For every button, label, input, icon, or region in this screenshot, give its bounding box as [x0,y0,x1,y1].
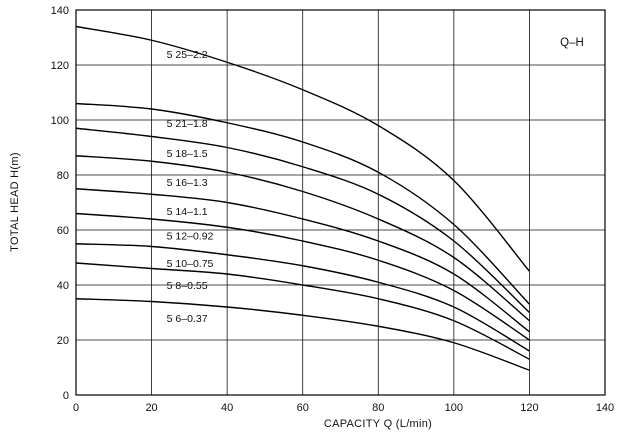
series-label: 5 14–1.1 [167,206,208,218]
series-line [75,188,530,333]
grid [76,10,605,395]
x-tick-label: 100 [445,402,463,414]
series-label: 5 10–0.75 [167,258,214,270]
series-label: 5 18–1.5 [167,148,208,160]
x-axis-title: CAPACITY Q (L/min) [324,418,432,430]
series-line [75,102,530,305]
y-tick-label: 0 [63,390,69,402]
y-tick-label: 140 [51,5,69,17]
y-tick-labels: 0 20 40 60 80 100 120 140 [51,5,69,402]
series-line [75,25,530,272]
series-line [75,243,530,352]
x-tick-label: 20 [145,402,157,414]
x-tick-label: 80 [372,402,384,414]
x-tick-label: 120 [520,402,538,414]
x-tick-label: 40 [221,402,233,414]
x-tick-label: 60 [297,402,309,414]
plot-frame [75,9,606,396]
series-line [75,127,530,314]
x-tick-labels: 0 20 40 60 80 100 120 140 [73,402,614,414]
curve-labels: 5 25–2.2 5 21–1.8 5 18–1.5 5 16–1.3 5 14–1.1… [167,49,214,325]
y-tick-label: 80 [57,170,69,182]
y-axis-title: TOTAL HEAD H(m) [9,152,21,252]
series-line [75,155,530,322]
corner-label: Q–H [560,37,584,49]
series-label: 5 6–0.37 [167,313,208,325]
x-tick-label: 0 [73,402,79,414]
curves [75,25,530,371]
series-label: 5 12–0.92 [167,231,214,243]
y-tick-label: 20 [57,335,69,347]
series-label: 5 21–1.8 [167,118,208,130]
series-label: 5 25–2.2 [167,49,208,61]
y-tick-label: 40 [57,280,69,292]
y-tick-label: 120 [51,60,69,72]
series-label: 5 16–1.3 [167,177,208,189]
y-tick-label: 100 [51,115,69,127]
series-label: 5 8–0.55 [167,280,208,292]
x-tick-label: 140 [596,402,614,414]
series-line [75,298,530,371]
series-line [75,262,530,360]
y-tick-label: 60 [57,225,69,237]
series-line [75,212,530,341]
